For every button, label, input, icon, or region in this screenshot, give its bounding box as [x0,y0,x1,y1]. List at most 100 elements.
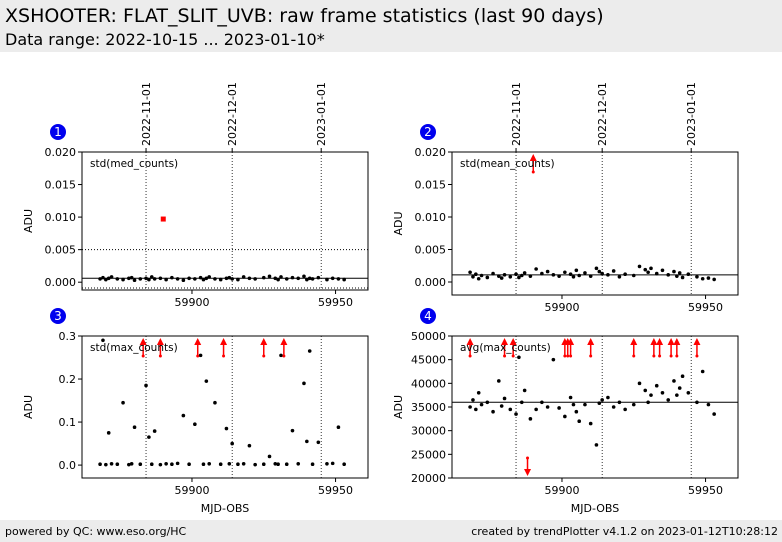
outlier-base [669,354,673,358]
data-point [193,277,197,281]
outlier-base [511,354,515,358]
data-point [227,275,232,280]
outlier-arrowhead [529,154,537,161]
data-point [677,386,682,390]
data-point [207,462,212,466]
data-point [253,462,257,467]
data-point [686,391,691,395]
data-point [700,276,705,281]
data-point [276,462,280,467]
data-point [316,275,321,280]
outlier-base [468,354,472,358]
panel-number: 2 [424,125,432,139]
outlier-arrowhead [650,338,658,345]
data-point [227,462,232,466]
data-point [121,400,125,405]
outlier-base [658,354,662,358]
outlier-arrowhead [693,338,701,345]
outlier-arrowhead [524,469,532,476]
data-point [213,400,217,405]
data-point [241,462,246,466]
data-point [152,429,157,433]
data-point [497,379,501,383]
data-point [330,276,335,281]
data-point [519,400,524,405]
data-point [302,274,306,279]
data-point [267,454,272,459]
data-point [666,273,671,277]
data-point [316,440,321,445]
outlier-base [569,354,573,358]
outlier-arrowhead [667,338,675,345]
y-tick-label: 20000 [411,472,446,485]
outlier-arrowhead [630,338,638,345]
page-title: XSHOOTER: FLAT_SLIT_UVB: raw frame stati… [5,5,604,27]
data-point [115,462,120,467]
outlier-base [589,354,593,358]
x-tick-label: 59900 [544,301,579,314]
footer-left: powered by QC: www.eso.org/HC [5,525,187,538]
data-point [695,275,699,279]
outlier-base [503,354,507,358]
data-point [534,407,538,412]
data-point [557,274,561,278]
x-tick-label: 59900 [544,484,579,497]
outlier-base [196,354,200,358]
data-point [551,273,556,277]
outlier-base [158,354,162,358]
data-point [106,431,111,435]
data-point [98,277,102,281]
outlier-arrowhead [280,338,288,345]
x-tick-label: 59950 [318,484,353,497]
data-point [646,270,650,275]
data-point [104,462,108,467]
data-point [672,379,676,383]
y-tick-label: 35000 [411,401,446,414]
data-point [284,277,289,281]
data-point [230,441,234,446]
data-point [170,462,174,467]
data-point [631,402,636,407]
axes-label: std(med_counts) [90,158,178,170]
data-point [574,409,579,414]
data-point [514,272,518,277]
data-point [149,275,154,279]
y-axis-label: ADU [22,395,35,419]
y-tick-label: 25000 [411,448,446,461]
data-point [201,462,206,467]
data-point [600,271,604,276]
outlier-base [141,354,145,358]
y-tick-label: 0.3 [59,330,77,343]
outlier-arrowhead [509,338,517,345]
data-point [540,400,544,405]
top-tick-label: 2022-11-01 [140,82,153,146]
data-point [236,462,240,467]
data-point [677,271,682,275]
data-point [267,274,272,279]
data-point [247,276,252,281]
data-point [617,400,622,405]
data-point [170,275,174,280]
data-point [147,435,151,439]
data-point [279,353,283,358]
outlier-arrowhead [260,338,268,345]
data-point [296,276,301,281]
panel-number: 3 [54,309,62,323]
data-point [611,269,616,273]
data-point [577,273,582,278]
data-point [660,268,665,273]
outlier-arrowhead [656,338,664,345]
data-point [236,277,240,282]
data-point [654,271,659,276]
data-point [654,383,659,388]
panel-number: 1 [54,125,62,139]
header: XSHOOTER: FLAT_SLIT_UVB: raw frame stati… [0,0,782,52]
data-point [631,273,636,278]
data-point [594,266,599,271]
data-point [577,419,582,424]
data-point [583,402,587,407]
data-point [305,277,309,282]
data-point [600,398,604,402]
data-point [606,395,610,400]
data-point [534,267,538,271]
